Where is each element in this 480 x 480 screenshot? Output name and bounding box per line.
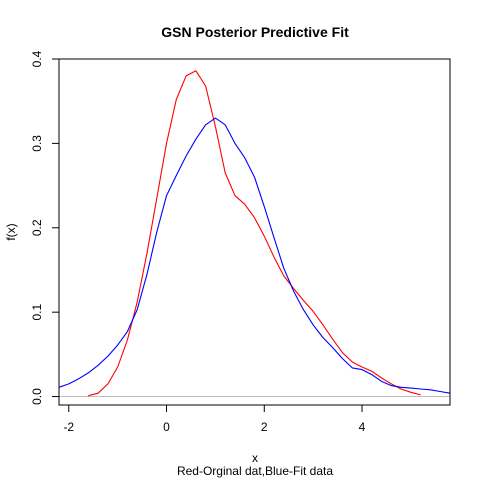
x-tick-label: 4 bbox=[359, 420, 366, 434]
chart-subtitle: Red-Orginal dat,Blue-Fit data bbox=[177, 464, 333, 478]
chart-title: GSN Posterior Predictive Fit bbox=[161, 24, 349, 40]
series-line-red bbox=[88, 70, 421, 397]
x-axis: -2 0 2 4 bbox=[63, 405, 366, 434]
x-axis-label: x bbox=[252, 451, 258, 465]
x-tick-label: -2 bbox=[63, 420, 74, 434]
x-tick-label: 2 bbox=[261, 420, 268, 434]
y-axis: 0.0 0.1 0.2 0.3 0.4 bbox=[30, 50, 59, 405]
series-line-blue bbox=[58, 117, 451, 394]
y-tick-label: 0.4 bbox=[30, 50, 44, 67]
y-tick-label: 0.3 bbox=[30, 135, 44, 152]
y-tick-label: 0.0 bbox=[30, 388, 44, 405]
y-tick-label: 0.2 bbox=[30, 219, 44, 236]
plot-frame bbox=[58, 58, 451, 406]
y-tick-label: 0.1 bbox=[30, 304, 44, 321]
x-tick-label: 0 bbox=[163, 420, 170, 434]
plot-area bbox=[58, 70, 451, 398]
y-axis-label: f(x) bbox=[4, 223, 18, 240]
